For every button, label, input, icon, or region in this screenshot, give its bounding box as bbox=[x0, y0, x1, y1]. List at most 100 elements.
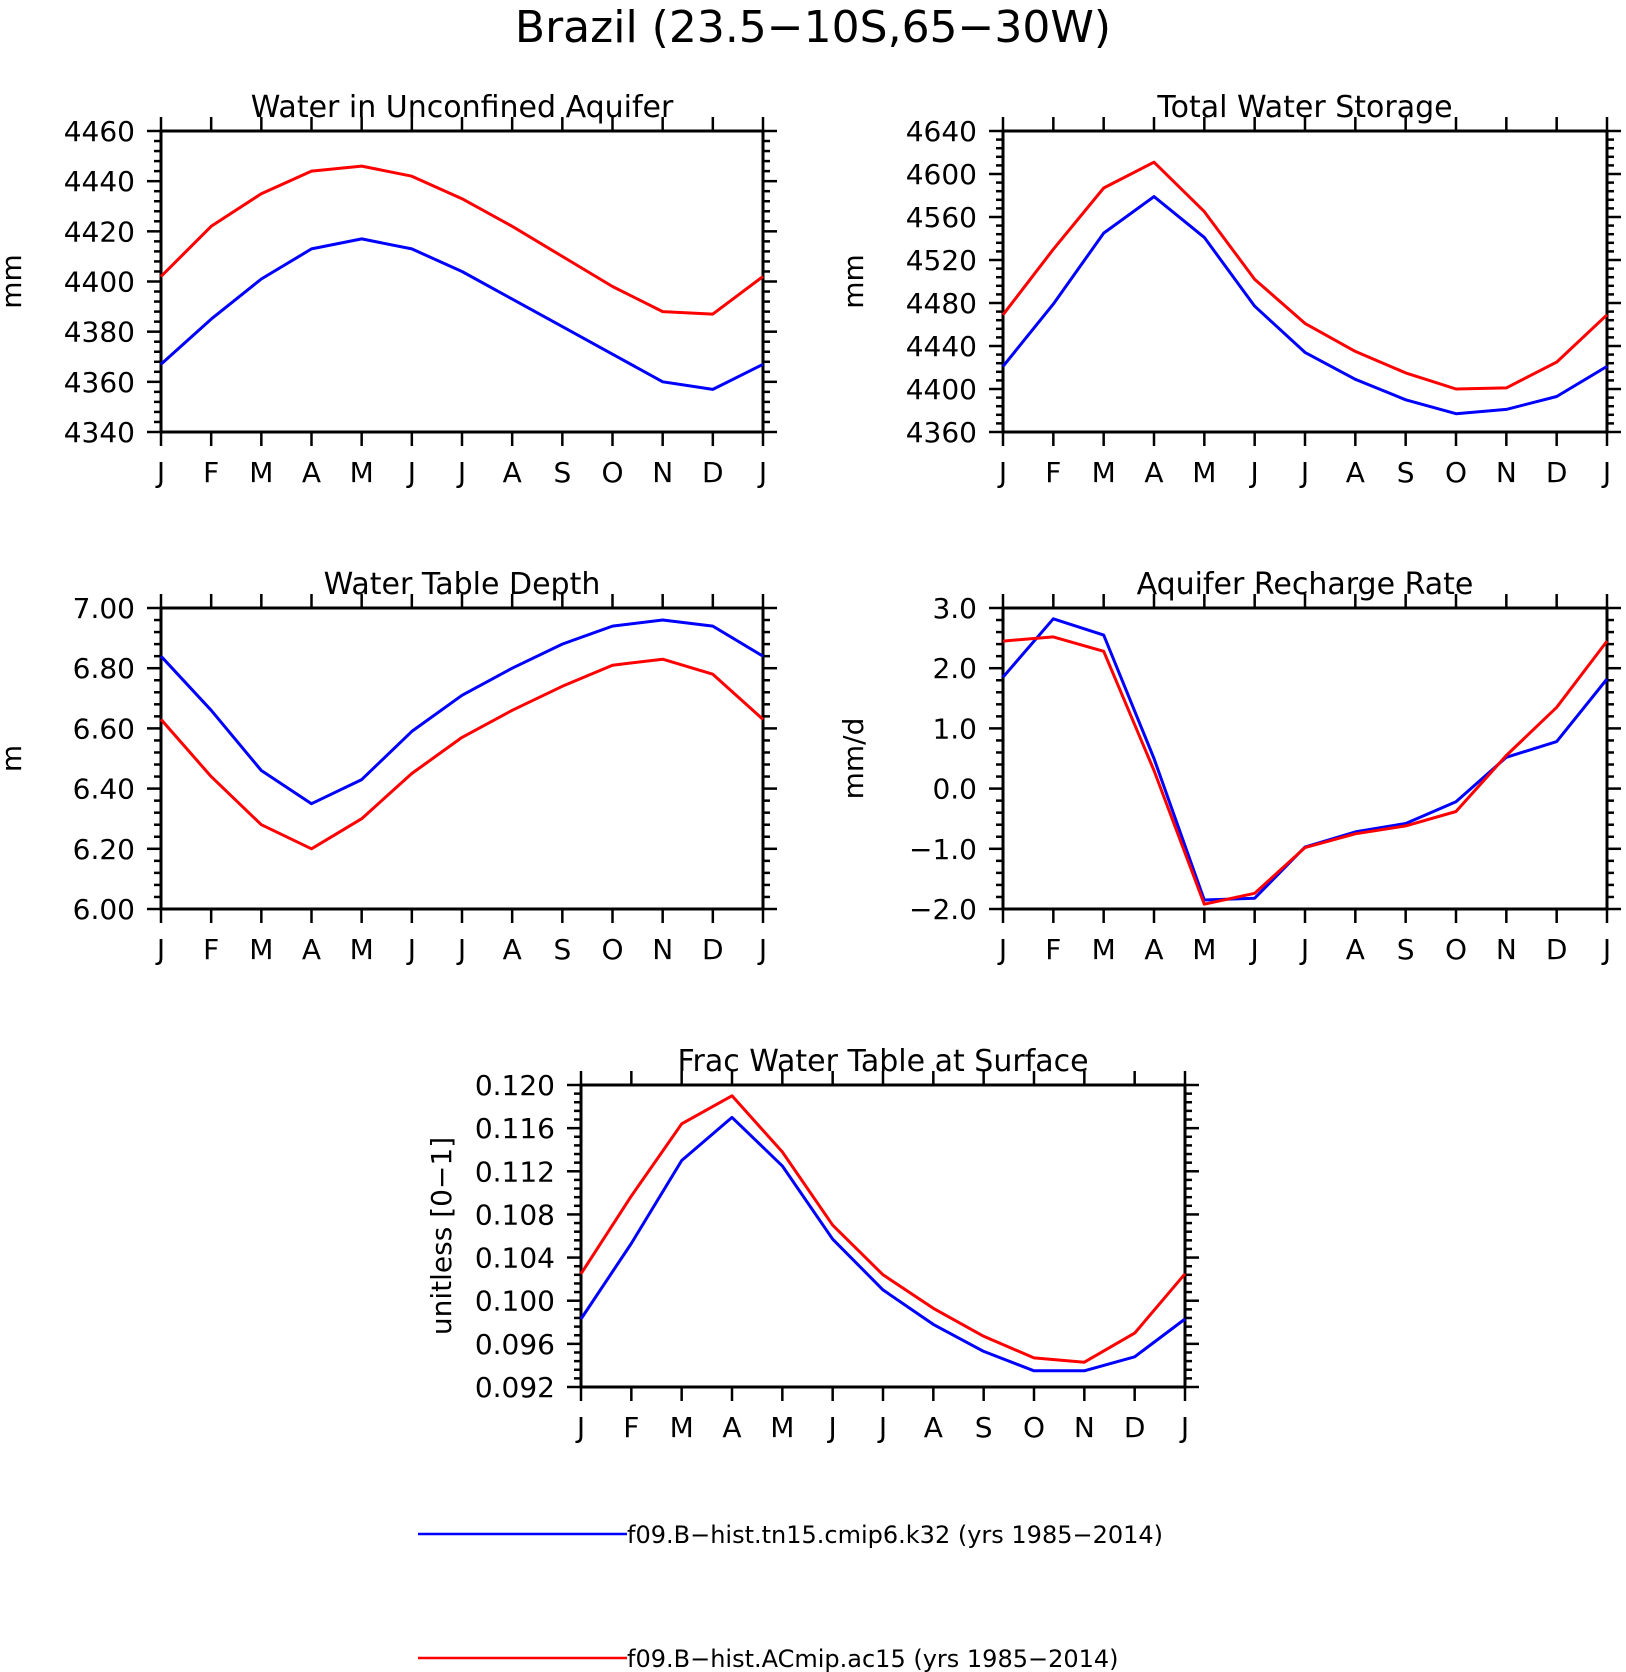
series-line-1 bbox=[1002, 635, 1609, 906]
x-tick-label: J bbox=[456, 456, 466, 489]
x-tick-label: M bbox=[249, 933, 273, 966]
y-axis-label: mm bbox=[0, 254, 28, 309]
y-tick-label: 6.40 bbox=[73, 773, 135, 806]
y-tick-label: 0.108 bbox=[475, 1198, 555, 1231]
x-tick-label: J bbox=[1299, 933, 1309, 966]
x-tick-label: J bbox=[406, 456, 416, 489]
y-axis-label: m bbox=[0, 745, 28, 772]
y-tick-label: 1.0 bbox=[932, 712, 977, 745]
x-tick-label: M bbox=[1092, 456, 1116, 489]
x-tick-label: S bbox=[1397, 933, 1415, 966]
x-tick-label: A bbox=[302, 456, 321, 489]
x-tick-label: N bbox=[1496, 933, 1517, 966]
x-tick-label: O bbox=[601, 456, 623, 489]
x-tick-label: S bbox=[553, 933, 571, 966]
y-tick-label: 6.00 bbox=[73, 893, 135, 926]
series-line-1 bbox=[159, 164, 764, 316]
y-tick-label: 4480 bbox=[906, 287, 977, 320]
x-tick-label: J bbox=[456, 933, 466, 966]
y-tick-label: 4460 bbox=[64, 115, 135, 148]
x-tick-label: O bbox=[1445, 456, 1467, 489]
x-tick-label: J bbox=[757, 933, 767, 966]
y-tick-label: 4380 bbox=[64, 316, 135, 349]
x-tick-label: A bbox=[503, 933, 522, 966]
y-tick-label: 4400 bbox=[906, 373, 977, 406]
y-tick-label: 0.104 bbox=[475, 1242, 555, 1275]
x-tick-label: A bbox=[1346, 456, 1365, 489]
series-line-1 bbox=[1001, 160, 1609, 391]
x-tick-label: N bbox=[1074, 1411, 1095, 1444]
x-tick-label: A bbox=[1144, 933, 1163, 966]
y-tick-label: 4640 bbox=[906, 115, 977, 148]
x-tick-label: S bbox=[975, 1411, 993, 1444]
x-tick-label: M bbox=[1092, 933, 1116, 966]
figure-title: Brazil (23.5−10S,65−30W) bbox=[515, 2, 1111, 53]
x-tick-label: M bbox=[670, 1411, 694, 1444]
x-tick-label: J bbox=[827, 1411, 837, 1444]
y-tick-label: 4360 bbox=[64, 366, 135, 399]
x-tick-label: A bbox=[302, 933, 321, 966]
x-tick-label: J bbox=[155, 933, 165, 966]
x-tick-label: O bbox=[1023, 1411, 1045, 1444]
y-tick-label: −2.0 bbox=[909, 893, 977, 926]
legend-label: f09.B−hist.ACmip.ac15 (yrs 1985−2014) bbox=[627, 1645, 1119, 1672]
x-tick-label: N bbox=[652, 456, 673, 489]
y-tick-label: 0.092 bbox=[475, 1371, 555, 1404]
y-tick-label: 6.60 bbox=[73, 712, 135, 745]
y-tick-label: 6.20 bbox=[73, 833, 135, 866]
x-tick-label: F bbox=[623, 1411, 639, 1444]
series-line-0 bbox=[1001, 617, 1609, 902]
y-axis-label: mm/d bbox=[837, 718, 870, 800]
x-tick-label: J bbox=[757, 456, 767, 489]
series-line-1 bbox=[159, 657, 765, 851]
x-tick-label: J bbox=[877, 1411, 887, 1444]
y-tick-label: 3.0 bbox=[932, 592, 977, 625]
x-tick-label: O bbox=[601, 933, 623, 966]
series-line-0 bbox=[159, 237, 764, 391]
x-tick-label: M bbox=[1192, 456, 1216, 489]
x-tick-label: D bbox=[702, 933, 724, 966]
x-tick-label: D bbox=[1124, 1411, 1146, 1444]
y-tick-label: 4400 bbox=[64, 266, 135, 299]
y-tick-label: 0.096 bbox=[475, 1328, 555, 1361]
y-tick-label: 4440 bbox=[906, 330, 977, 363]
x-tick-label: J bbox=[406, 933, 416, 966]
y-tick-label: 6.80 bbox=[73, 652, 135, 685]
x-tick-label: N bbox=[652, 933, 673, 966]
x-tick-label: A bbox=[722, 1411, 741, 1444]
x-tick-label: J bbox=[997, 933, 1007, 966]
plot-frame bbox=[159, 129, 765, 434]
x-tick-label: A bbox=[503, 456, 522, 489]
x-tick-label: N bbox=[1496, 456, 1517, 489]
x-tick-label: D bbox=[1546, 933, 1568, 966]
series-line-1 bbox=[579, 1094, 1187, 1364]
x-tick-label: J bbox=[1249, 456, 1259, 489]
x-tick-label: J bbox=[155, 456, 165, 489]
legend-label: f09.B−hist.tn15.cmip6.k32 (yrs 1985−2014… bbox=[627, 1521, 1163, 1549]
y-tick-label: −1.0 bbox=[909, 833, 977, 866]
plot-frame bbox=[1001, 606, 1609, 911]
x-tick-label: F bbox=[203, 456, 219, 489]
y-tick-label: 4440 bbox=[64, 165, 135, 198]
x-tick-label: F bbox=[1045, 456, 1061, 489]
x-tick-label: J bbox=[1299, 456, 1309, 489]
y-tick-label: 0.100 bbox=[475, 1285, 555, 1318]
x-tick-label: F bbox=[203, 933, 219, 966]
x-tick-label: D bbox=[702, 456, 724, 489]
x-tick-label: F bbox=[1045, 933, 1061, 966]
x-tick-label: J bbox=[1601, 933, 1611, 966]
legend: f09.B−hist.tn15.cmip6.k32 (yrs 1985−2014… bbox=[418, 1521, 1163, 1672]
x-tick-label: J bbox=[997, 456, 1007, 489]
y-tick-label: 0.0 bbox=[932, 773, 977, 806]
x-tick-label: S bbox=[1397, 456, 1415, 489]
y-axis-label: unitless [0−1] bbox=[425, 1137, 458, 1335]
x-tick-label: A bbox=[924, 1411, 943, 1444]
x-tick-label: S bbox=[553, 456, 571, 489]
y-tick-label: 4520 bbox=[906, 244, 977, 277]
x-tick-label: J bbox=[1179, 1411, 1189, 1444]
y-tick-label: 4600 bbox=[906, 158, 977, 191]
y-tick-label: 0.116 bbox=[475, 1112, 555, 1145]
